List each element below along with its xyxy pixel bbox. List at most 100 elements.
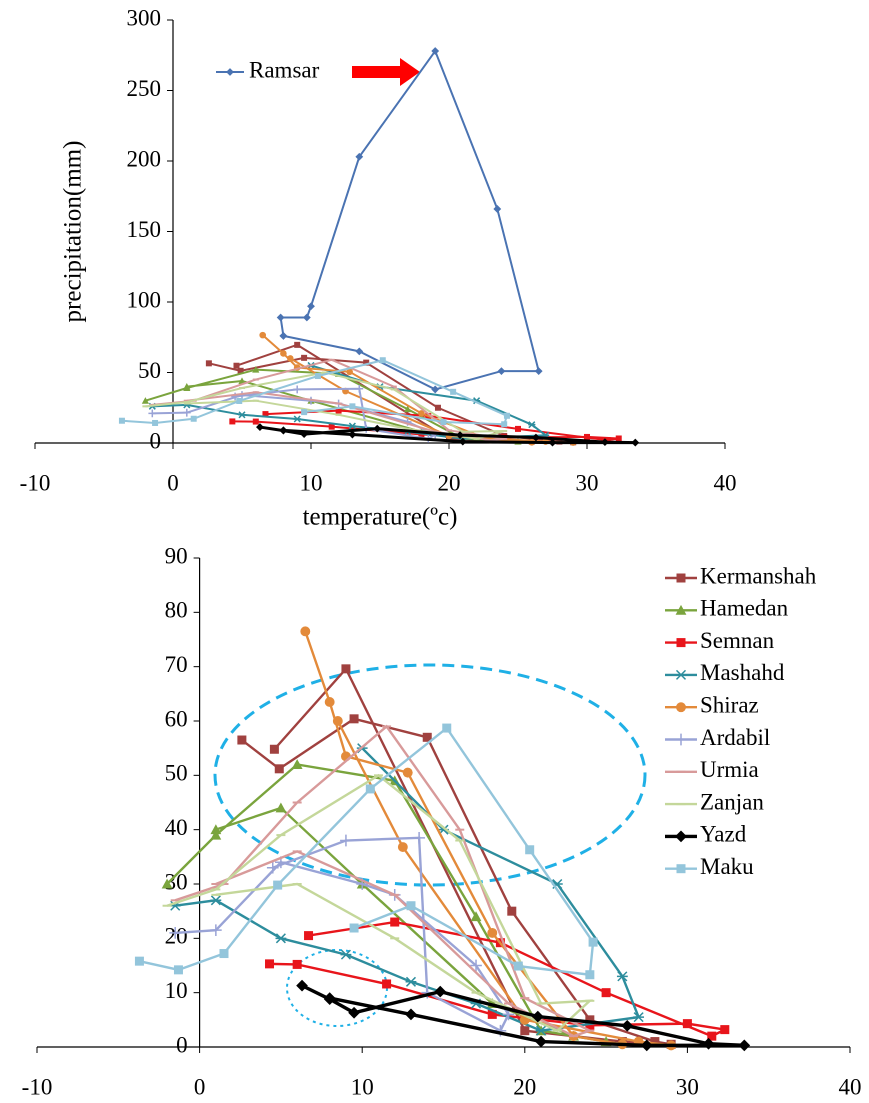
marker bbox=[534, 367, 543, 375]
marker bbox=[210, 895, 222, 906]
marker bbox=[621, 1019, 634, 1032]
marker bbox=[470, 959, 482, 972]
marker bbox=[365, 784, 375, 794]
series-line bbox=[279, 48, 540, 391]
marker bbox=[707, 1031, 717, 1041]
marker bbox=[434, 404, 441, 411]
series-line bbox=[232, 409, 619, 442]
marker bbox=[205, 360, 212, 367]
marker bbox=[413, 831, 425, 844]
marker bbox=[431, 47, 440, 55]
marker bbox=[487, 927, 498, 938]
x-tick-label: -10 bbox=[22, 1074, 53, 1099]
marker bbox=[588, 937, 598, 947]
marker bbox=[631, 438, 640, 447]
marker bbox=[720, 1025, 730, 1035]
marker bbox=[314, 373, 321, 380]
marker bbox=[535, 1035, 547, 1048]
marker bbox=[346, 368, 353, 376]
legend-label: Urmia bbox=[700, 757, 759, 782]
series-line bbox=[301, 984, 745, 1048]
x-tick-label: 0 bbox=[167, 470, 179, 495]
marker bbox=[532, 433, 540, 442]
marker bbox=[332, 716, 343, 726]
marker bbox=[379, 357, 386, 364]
marker bbox=[503, 412, 510, 419]
x-tick-label: 40 bbox=[839, 1074, 862, 1099]
series-line bbox=[304, 630, 672, 1047]
legend-label: Zanjan bbox=[700, 789, 764, 814]
marker bbox=[279, 426, 288, 435]
marker bbox=[535, 1025, 547, 1036]
series-line bbox=[166, 773, 594, 1033]
marker bbox=[141, 397, 149, 404]
marker bbox=[291, 759, 303, 769]
marker bbox=[431, 385, 440, 394]
legend-label: Maku bbox=[700, 854, 754, 879]
marker bbox=[252, 418, 259, 425]
marker bbox=[525, 845, 535, 855]
marker bbox=[238, 377, 246, 384]
x-tick-label: 20 bbox=[438, 470, 461, 495]
marker bbox=[382, 979, 392, 989]
marker bbox=[528, 421, 536, 429]
marker bbox=[349, 923, 359, 933]
x-tick-label: 10 bbox=[300, 470, 323, 495]
marker bbox=[301, 354, 308, 361]
x-tick-label: 20 bbox=[513, 1074, 536, 1099]
marker bbox=[294, 341, 301, 348]
x-axis-label: temperature(ºc) bbox=[303, 504, 458, 531]
marker bbox=[304, 931, 314, 941]
y-axis-label: precipitation(mm) bbox=[60, 141, 87, 323]
marker bbox=[675, 669, 687, 680]
y-tick-label: 40 bbox=[165, 815, 188, 840]
marker bbox=[513, 961, 523, 971]
legend-label: Yazd bbox=[700, 822, 747, 847]
annotation-label: Ramsar bbox=[249, 57, 320, 82]
marker bbox=[340, 949, 352, 960]
y-tick-label: 70 bbox=[165, 652, 188, 677]
marker bbox=[633, 1012, 645, 1023]
marker bbox=[190, 415, 197, 422]
marker bbox=[237, 367, 244, 374]
legend-label: Mashahd bbox=[700, 660, 785, 685]
marker bbox=[497, 367, 506, 375]
marker bbox=[269, 744, 279, 754]
marker bbox=[323, 992, 336, 1004]
marker bbox=[450, 388, 457, 395]
marker bbox=[275, 933, 287, 944]
marker bbox=[182, 408, 191, 417]
marker bbox=[274, 764, 284, 774]
marker bbox=[406, 901, 416, 911]
marker bbox=[520, 1026, 530, 1036]
marker bbox=[296, 979, 308, 992]
marker bbox=[340, 834, 352, 847]
marker bbox=[238, 411, 246, 419]
marker bbox=[348, 1006, 360, 1019]
marker bbox=[276, 313, 285, 322]
marker bbox=[161, 878, 173, 889]
marker bbox=[702, 1037, 715, 1050]
series-line bbox=[259, 425, 636, 445]
marker bbox=[601, 988, 611, 998]
marker bbox=[262, 411, 269, 418]
marker bbox=[118, 417, 125, 424]
marker bbox=[355, 384, 364, 393]
series-line bbox=[152, 358, 505, 442]
marker bbox=[210, 829, 222, 840]
marker bbox=[275, 802, 287, 813]
marker bbox=[442, 723, 452, 733]
marker bbox=[324, 697, 335, 707]
x-tick-label: 0 bbox=[194, 1074, 206, 1099]
marker bbox=[233, 362, 240, 369]
marker bbox=[418, 410, 425, 417]
marker bbox=[148, 409, 157, 418]
marker bbox=[355, 347, 364, 356]
marker bbox=[676, 702, 686, 713]
marker bbox=[302, 313, 311, 322]
marker bbox=[301, 409, 308, 416]
marker bbox=[363, 359, 370, 366]
y-tick-label: 0 bbox=[176, 1032, 188, 1057]
marker bbox=[265, 959, 275, 969]
marker bbox=[226, 68, 234, 76]
